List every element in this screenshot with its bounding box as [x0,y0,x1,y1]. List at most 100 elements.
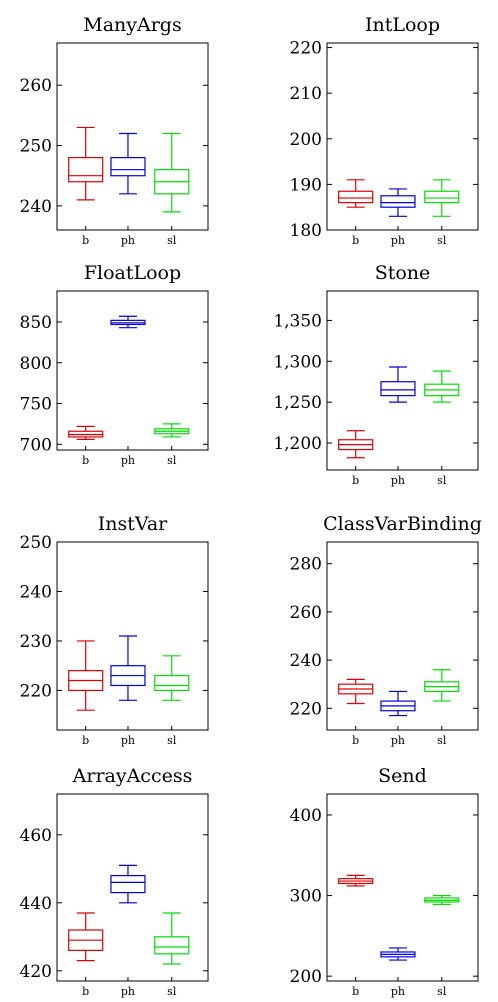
plot-frame [326,793,479,982]
x-tick-label: ph [121,734,135,747]
y-tick-label: 400 [290,806,322,826]
box-ph [110,635,146,701]
y-tick-label: 1,350 [273,311,322,331]
chart-title: ManyArgs [83,14,181,36]
box-ph [110,132,146,195]
y-tick-label: 220 [290,699,322,719]
box-b [338,430,374,459]
chart-1: ManyArgs 240 250 260 b ph sl [20,14,209,247]
plot-frame [56,290,209,451]
box-b [68,425,104,440]
plot-frame [56,42,209,231]
x-tick-label: b [82,234,89,247]
box-sl [424,179,460,217]
x-tick-label: sl [437,985,447,998]
iqr-box [154,936,190,955]
x-tick-label: sl [167,985,177,998]
box-ph [380,366,416,403]
x-tick-label: b [352,734,359,747]
x-tick-label: b [82,985,89,998]
chart-7: ArrayAccess 420 440 460 b ph sl [20,765,209,998]
y-tick-label: 240 [20,582,52,602]
box-ph [110,864,146,904]
x-tick-label: b [352,474,359,487]
y-tick-label: 200 [290,967,322,987]
x-tick-label: ph [391,474,405,487]
y-tick-label: 240 [20,197,52,217]
x-tick-label: ph [121,234,135,247]
chart-title: FloatLoop [84,262,181,284]
y-tick-label: 700 [20,435,52,455]
box-ph [380,188,416,217]
box-sl [424,894,460,906]
y-tick-label: 420 [20,962,52,982]
plot-frame [326,290,479,471]
box-sl [154,912,190,965]
y-tick-label: 850 [20,313,52,333]
y-tick-label: 800 [20,354,52,374]
box-sl [424,370,460,403]
iqr-box [338,190,374,204]
chart-title: Stone [375,262,431,284]
box-sl [424,669,460,702]
x-tick-label: b [82,454,89,467]
plot-frame [326,541,479,731]
iqr-box [380,381,416,397]
iqr-box [110,157,146,177]
y-tick-label: 1,200 [273,434,322,454]
x-tick-label: sl [437,234,447,247]
y-tick-label: 250 [20,137,52,157]
x-tick-label: ph [121,454,135,467]
chart-5: InstVar 220 230 240 250 b ph sl [20,513,209,747]
chart-title: InstVar [98,513,168,535]
box-sl [154,132,190,213]
y-tick-label: 440 [20,894,52,914]
y-tick-label: 260 [20,76,52,96]
iqr-box [110,874,146,894]
x-tick-label: sl [437,734,447,747]
box-b [338,179,374,208]
box-b [338,678,374,705]
box-b [338,874,374,887]
y-tick-label: 250 [20,533,52,553]
chart-title: ArrayAccess [72,765,193,787]
plot-frame [56,793,209,982]
x-tick-label: sl [167,734,177,747]
iqr-box [154,674,190,692]
box-ph [380,690,416,717]
plot-frame [56,541,209,731]
x-tick-label: b [82,734,89,747]
x-tick-label: b [352,234,359,247]
y-tick-label: 460 [20,826,52,846]
y-tick-label: 240 [290,651,322,671]
box-ph [380,947,416,961]
chart-title: IntLoop [365,14,440,36]
box-b [68,126,104,201]
chart-3: FloatLoop 700 750 800 850 b ph sl [20,262,209,467]
y-tick-label: 230 [20,632,52,652]
chart-8: Send 200 300 400 b ph sl [290,765,479,998]
x-tick-label: ph [391,985,405,998]
iqr-box [68,157,104,183]
y-tick-label: 200 [290,130,322,150]
x-tick-label: sl [167,234,177,247]
y-tick-label: 180 [290,221,322,241]
box-sl [154,655,190,701]
x-tick-label: ph [121,985,135,998]
y-tick-label: 1,300 [273,352,322,372]
chart-title: Send [378,765,427,787]
x-tick-label: ph [391,234,405,247]
x-tick-label: sl [167,454,177,467]
y-tick-label: 280 [290,555,322,575]
y-tick-label: 300 [290,887,322,907]
box-ph [110,315,146,329]
iqr-box [380,195,416,208]
y-tick-label: 260 [290,603,322,623]
box-sl [154,423,190,438]
chart-title: ClassVarBinding [323,513,482,535]
y-tick-label: 220 [20,681,52,701]
iqr-box [424,190,460,204]
chart-2: IntLoop 180 190 200 210 220 b ph sl [290,14,479,247]
x-tick-label: sl [437,474,447,487]
